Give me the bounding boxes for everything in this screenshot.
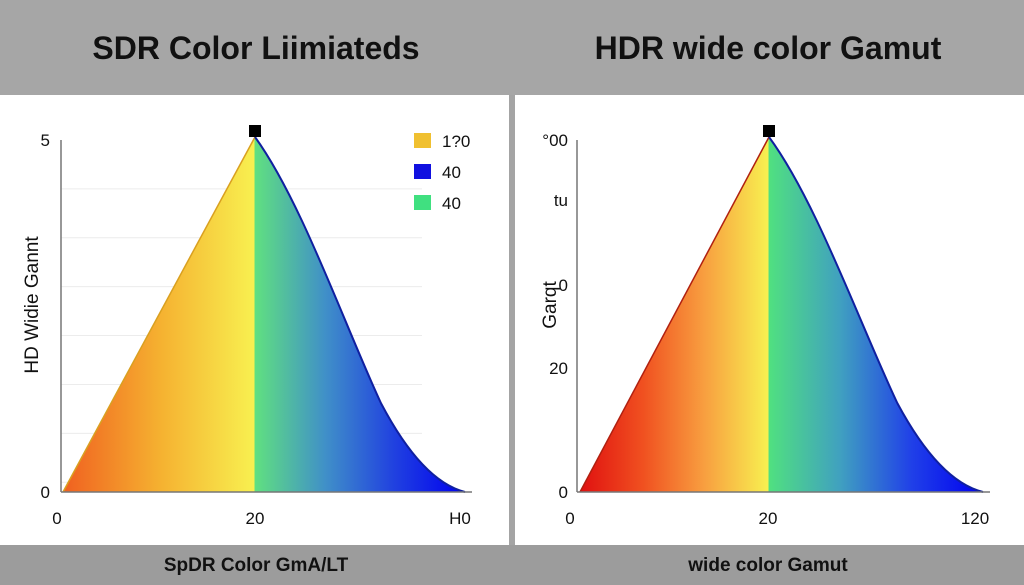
legend-swatch [414,195,431,210]
y-tick-label: 20 [549,359,568,378]
y-axis-title: Garqt [540,281,561,329]
legend-label: 40 [442,163,461,182]
y-tick-label: °00 [542,131,568,150]
gamut-left-edge [579,136,770,493]
right-chart-title: HDR wide color Gamut [594,30,942,66]
legend-swatch [414,133,431,148]
x-tick-label: 120 [961,509,989,528]
x-tick-label: 20 [246,509,265,528]
legend-label: 40 [442,194,461,213]
footer-band [0,545,1024,585]
gamut-left-edge [62,136,256,493]
x-tick-label: 0 [52,509,61,528]
gamut-area [63,137,465,492]
left-chart-title: SDR Color Liimiateds [92,30,420,66]
gamut-right-edge [768,136,984,493]
right-chart: 0 20 120 0 20 0 tu °00 Garqt [540,125,990,528]
gamut-area [580,137,983,492]
left-x-axis-title: SpDR Color GmA/LT [163,555,349,576]
legend-label: 1?0 [442,132,470,151]
y-tick-label: 0 [559,483,568,502]
peak-marker [763,125,775,137]
y-axis-title: HD Widie Gannt [22,236,43,374]
gamut-right-edge [254,136,466,493]
x-tick-label: 20 [759,509,778,528]
y-tick-label: 5 [41,131,50,150]
x-tick-label: 0 [565,509,574,528]
y-tick-label: 0 [559,276,568,295]
legend-swatch [414,164,431,179]
left-chart: 0 20 H0 0 5 HD Widie Gannt 1?0 40 40 [22,125,472,528]
y-tick-label: 0 [41,483,50,502]
y-tick-label: tu [554,191,568,210]
header-band [0,0,1024,95]
peak-marker [249,125,261,137]
right-x-axis-title: wide color Gamut [688,555,848,576]
x-tick-label: H0 [449,509,471,528]
